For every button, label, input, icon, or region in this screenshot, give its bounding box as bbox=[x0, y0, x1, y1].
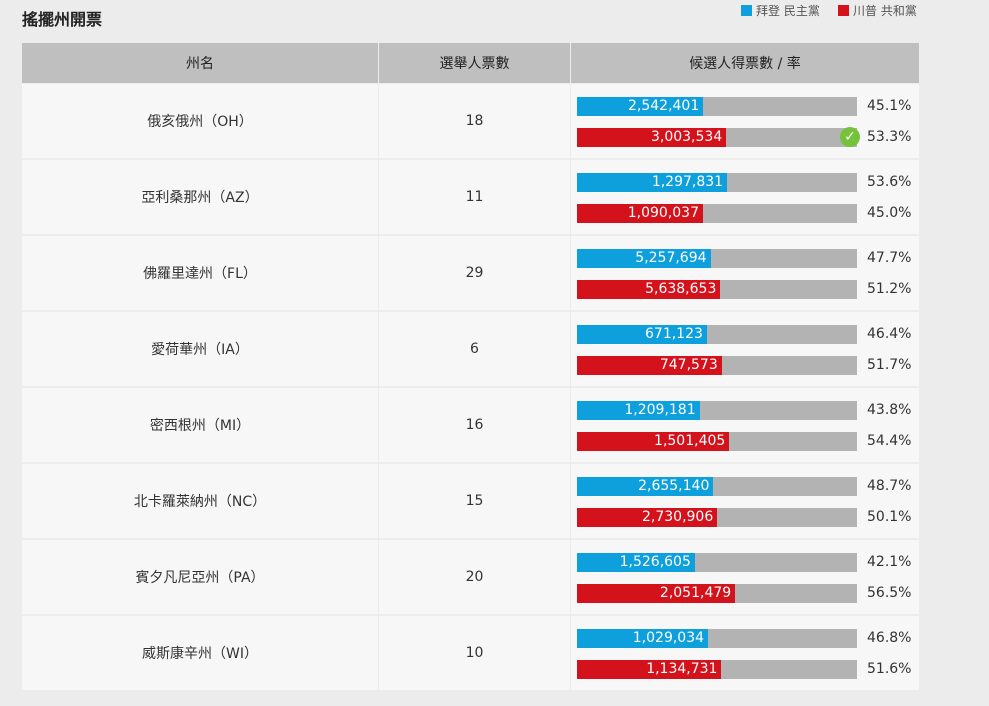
state-cell: 愛荷華州（IA） bbox=[22, 312, 378, 386]
legend-label: 拜登 民主黨 bbox=[756, 4, 820, 18]
vote-bar bbox=[577, 204, 703, 223]
vote-bar bbox=[577, 432, 730, 451]
vote-percent: 47.7% bbox=[867, 250, 912, 266]
vote-percent: 53.3% bbox=[867, 129, 912, 145]
vote-bar bbox=[577, 97, 704, 116]
state-cell: 北卡羅萊納州（NC） bbox=[22, 464, 378, 538]
electoral-votes-cell: 10 bbox=[379, 616, 570, 690]
vote-bar bbox=[577, 128, 727, 147]
winner-check: ✓ bbox=[840, 127, 860, 147]
vote-percent: 46.8% bbox=[867, 630, 912, 646]
vote-percent: 42.1% bbox=[867, 554, 912, 570]
vote-percent: 45.0% bbox=[867, 205, 912, 221]
vote-percent: 56.5% bbox=[867, 585, 912, 601]
vote-bar bbox=[577, 629, 709, 648]
vote-bar bbox=[577, 477, 714, 496]
legend-swatch bbox=[838, 5, 849, 16]
vote-count: 3,003,534 bbox=[650, 129, 723, 145]
vote-count: 1,029,034 bbox=[632, 630, 705, 646]
electoral-votes-cell: 20 bbox=[379, 540, 570, 614]
vote-count: 1,209,181 bbox=[624, 402, 696, 418]
vote-bar bbox=[577, 325, 707, 344]
state-cell: 密西根州（MI） bbox=[22, 388, 378, 462]
vote-count: 1,134,731 bbox=[646, 661, 718, 677]
vote-bar bbox=[577, 553, 695, 572]
state-cell: 賓夕凡尼亞州（PA） bbox=[22, 540, 378, 614]
electoral-votes-cell: 15 bbox=[379, 464, 570, 538]
vote-bar bbox=[577, 280, 721, 299]
vote-percent: 51.2% bbox=[867, 281, 912, 297]
vote-count: 1,526,605 bbox=[619, 554, 691, 570]
vote-percent: 50.1% bbox=[867, 509, 912, 525]
vote-bar bbox=[577, 401, 700, 420]
vote-percent: 54.4% bbox=[867, 433, 912, 449]
state-cell: 亞利桑那州（AZ） bbox=[22, 160, 378, 234]
vote-count: 671,123 bbox=[645, 326, 703, 342]
electoral-votes-cell: 16 bbox=[379, 388, 570, 462]
vote-bar bbox=[577, 249, 711, 268]
legend-label: 川普 共和黨 bbox=[853, 4, 917, 18]
vote-count: 5,638,653 bbox=[645, 281, 717, 297]
vote-bar bbox=[577, 660, 722, 679]
vote-bar bbox=[577, 173, 728, 192]
vote-percent: 53.6% bbox=[867, 174, 912, 190]
vote-percent: 51.7% bbox=[867, 357, 912, 373]
vote-count: 2,655,140 bbox=[638, 478, 710, 494]
page-title: 搖擺州開票 bbox=[22, 10, 103, 29]
vote-count: 2,730,906 bbox=[642, 509, 714, 525]
vote-count: 1,090,037 bbox=[627, 205, 699, 221]
vote-count: 2,051,479 bbox=[659, 585, 732, 601]
column-header: 選舉人票數 bbox=[379, 43, 570, 83]
vote-bar bbox=[577, 356, 722, 375]
vote-percent: 48.7% bbox=[867, 478, 912, 494]
vote-count: 747,573 bbox=[659, 357, 718, 373]
state-cell: 威斯康辛州（WI） bbox=[22, 616, 378, 690]
vote-percent: 46.4% bbox=[867, 326, 912, 342]
state-cell: 俄亥俄州（OH） bbox=[22, 84, 378, 158]
legend-swatch bbox=[741, 5, 752, 16]
electoral-votes-cell: 6 bbox=[379, 312, 570, 386]
vote-count: 1,501,405 bbox=[654, 433, 726, 449]
vote-count: 5,257,694 bbox=[635, 250, 707, 266]
vote-bar bbox=[577, 584, 736, 603]
column-header: 候選人得票數 / 率 bbox=[571, 43, 919, 83]
vote-percent: 45.1% bbox=[867, 98, 912, 114]
vote-bar bbox=[577, 508, 718, 527]
vote-percent: 43.8% bbox=[867, 402, 912, 418]
state-cell: 佛羅里達州（FL） bbox=[22, 236, 378, 310]
vote-count: 1,297,831 bbox=[651, 174, 724, 190]
electoral-votes-cell: 18 bbox=[379, 84, 570, 158]
column-header: 州名 bbox=[22, 43, 378, 83]
vote-percent: 51.6% bbox=[867, 661, 912, 677]
electoral-votes-cell: 11 bbox=[379, 160, 570, 234]
electoral-votes-cell: 29 bbox=[379, 236, 570, 310]
vote-count: 2,542,401 bbox=[628, 98, 700, 114]
